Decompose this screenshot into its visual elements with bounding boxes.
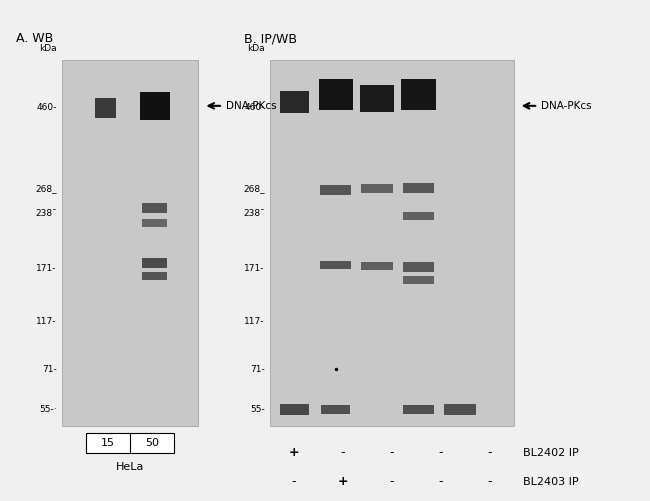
Text: -: - [487,446,491,459]
Text: +: + [289,446,300,459]
Text: 171-: 171- [36,264,57,273]
Bar [142,203,167,213]
Text: 460-: 460- [36,103,57,112]
Bar [361,184,393,193]
Text: 117-: 117- [244,317,265,326]
Bar [94,98,116,118]
Bar [402,79,436,110]
Text: 268_: 268_ [243,184,265,192]
Text: DNA-PKcs: DNA-PKcs [226,101,277,111]
Text: -: - [487,475,491,488]
Text: 71-: 71- [42,365,57,374]
Bar [402,262,434,272]
Text: -: - [438,446,443,459]
Text: -: - [292,475,296,488]
Text: +: + [337,475,348,488]
Text: B. IP/WB: B. IP/WB [244,32,297,45]
Text: 55-: 55- [250,405,265,414]
Bar [280,91,309,113]
Bar [360,85,394,112]
Text: BL2402 IP: BL2402 IP [523,448,579,458]
Text: kDa: kDa [247,44,265,53]
Text: 15: 15 [101,438,115,448]
Bar [270,60,514,426]
Bar [86,433,174,453]
Text: -: - [389,446,394,459]
Bar [320,185,352,195]
Bar [142,258,167,268]
Bar [62,60,198,426]
Text: 238¯: 238¯ [35,209,57,218]
Bar [320,261,352,270]
Text: kDa: kDa [39,44,57,53]
Text: 71-: 71- [250,365,265,374]
Text: 268_: 268_ [35,184,57,192]
Text: A. WB: A. WB [16,32,53,45]
Text: 117-: 117- [36,317,57,326]
Bar [140,92,170,120]
Bar [321,405,350,414]
Text: 55-·: 55-· [39,405,57,414]
Bar [402,211,434,219]
Text: -: - [438,475,443,488]
Bar [402,276,434,284]
Bar [142,219,167,227]
Text: 50: 50 [145,438,159,448]
Bar [280,404,309,414]
Text: DNA-PKcs: DNA-PKcs [541,101,592,111]
Bar [318,79,352,110]
Text: 460-: 460- [244,103,265,112]
Text: -: - [341,446,345,459]
Text: -: - [389,475,394,488]
Bar [361,262,393,270]
Text: 171-: 171- [244,264,265,273]
Bar [402,183,434,193]
Text: 238¯: 238¯ [243,209,265,218]
Bar [402,405,434,414]
Text: BL2403 IP: BL2403 IP [523,477,579,487]
Bar [142,272,167,280]
Text: HeLa: HeLa [116,462,144,472]
Bar [444,404,476,414]
